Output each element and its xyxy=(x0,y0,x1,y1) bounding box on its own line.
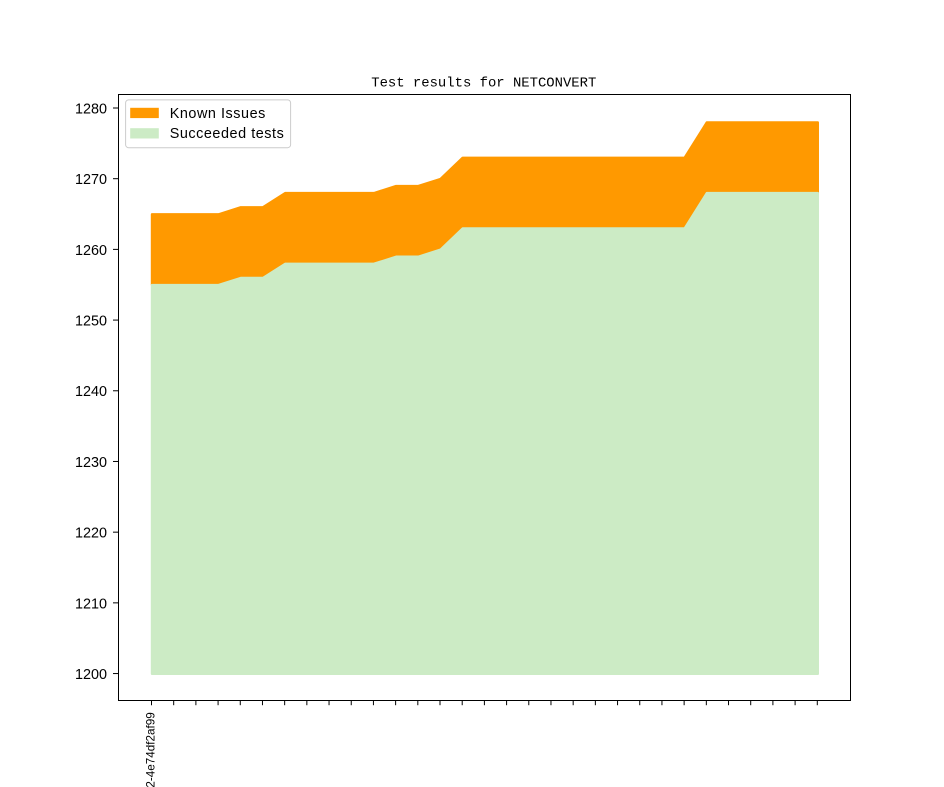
svg-text:1240: 1240 xyxy=(75,384,107,400)
svg-text:1210: 1210 xyxy=(75,596,107,612)
svg-text:5092-4e74df2af99: 5092-4e74df2af99 xyxy=(144,712,157,787)
svg-text:1260: 1260 xyxy=(75,243,107,259)
svg-text:1270: 1270 xyxy=(75,172,107,188)
svg-text:Test results for NETCONVERT: Test results for NETCONVERT xyxy=(371,75,596,91)
svg-text:1200: 1200 xyxy=(75,667,107,683)
svg-text:1280: 1280 xyxy=(75,101,107,117)
svg-text:1250: 1250 xyxy=(75,314,107,330)
svg-text:Known Issues: Known Issues xyxy=(170,106,266,122)
svg-text:Succeeded tests: Succeeded tests xyxy=(170,126,285,142)
svg-text:1230: 1230 xyxy=(75,455,107,471)
svg-text:1220: 1220 xyxy=(75,526,107,542)
